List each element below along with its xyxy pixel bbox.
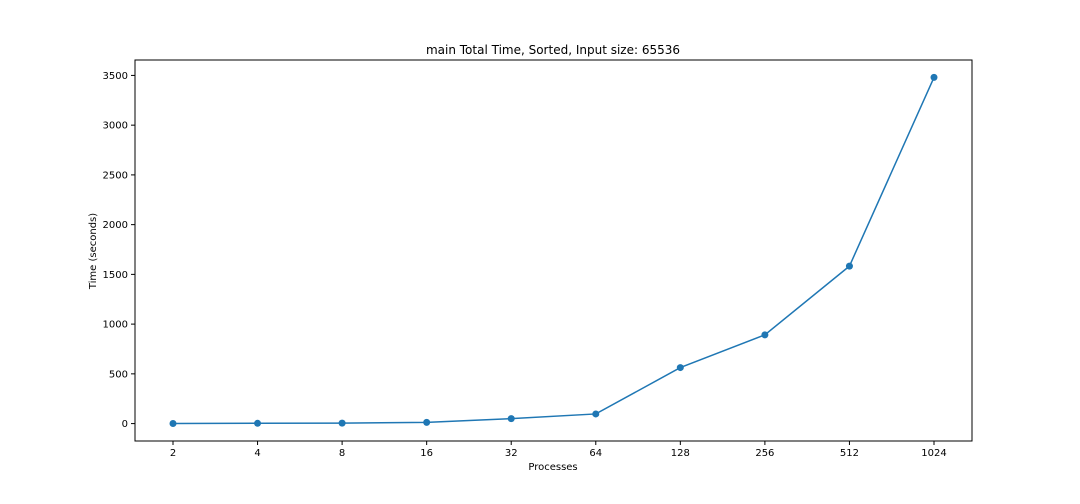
data-point bbox=[930, 73, 938, 81]
data-point bbox=[592, 410, 600, 418]
x-tick-label: 4 bbox=[254, 448, 260, 459]
data-point bbox=[507, 415, 515, 423]
x-tick-label: 64 bbox=[589, 448, 602, 459]
data-point bbox=[254, 419, 262, 427]
data-point bbox=[338, 419, 346, 427]
x-tick-label: 1024 bbox=[921, 448, 946, 459]
series-line bbox=[172, 77, 935, 425]
x-tick-label: 256 bbox=[755, 448, 774, 459]
y-tick-label: 500 bbox=[109, 369, 128, 380]
y-tick-label: 1000 bbox=[103, 320, 128, 331]
x-axis-label: Processes bbox=[528, 462, 577, 473]
plot-area: 0 500 1000 1500 2000 2500 3000 3500 2 4 8 16 32 64 128… bbox=[103, 71, 947, 459]
x-tick-label: 16 bbox=[420, 448, 433, 459]
plot-frame bbox=[134, 59, 973, 442]
x-tick-label: 128 bbox=[671, 448, 690, 459]
data-point bbox=[169, 419, 177, 427]
y-tick-label: 3000 bbox=[103, 121, 128, 132]
y-tick-label: 1500 bbox=[103, 270, 128, 281]
x-tick-label: 8 bbox=[339, 448, 345, 459]
x-tick-label: 512 bbox=[840, 448, 859, 459]
data-point bbox=[676, 364, 684, 372]
data-point bbox=[761, 331, 769, 339]
x-tick-label: 2 bbox=[170, 448, 176, 459]
y-tick-label: 2500 bbox=[103, 170, 128, 181]
y-axis-label: Time (seconds) bbox=[88, 213, 99, 290]
chart-title: main Total Time, Sorted, Input size: 655… bbox=[426, 43, 680, 57]
y-tick-label: 0 bbox=[122, 419, 128, 430]
y-tick-label: 2000 bbox=[103, 220, 128, 231]
y-tick-label: 3500 bbox=[103, 71, 128, 82]
data-point bbox=[423, 418, 431, 426]
data-point bbox=[845, 262, 853, 270]
x-tick-label: 32 bbox=[505, 448, 518, 459]
